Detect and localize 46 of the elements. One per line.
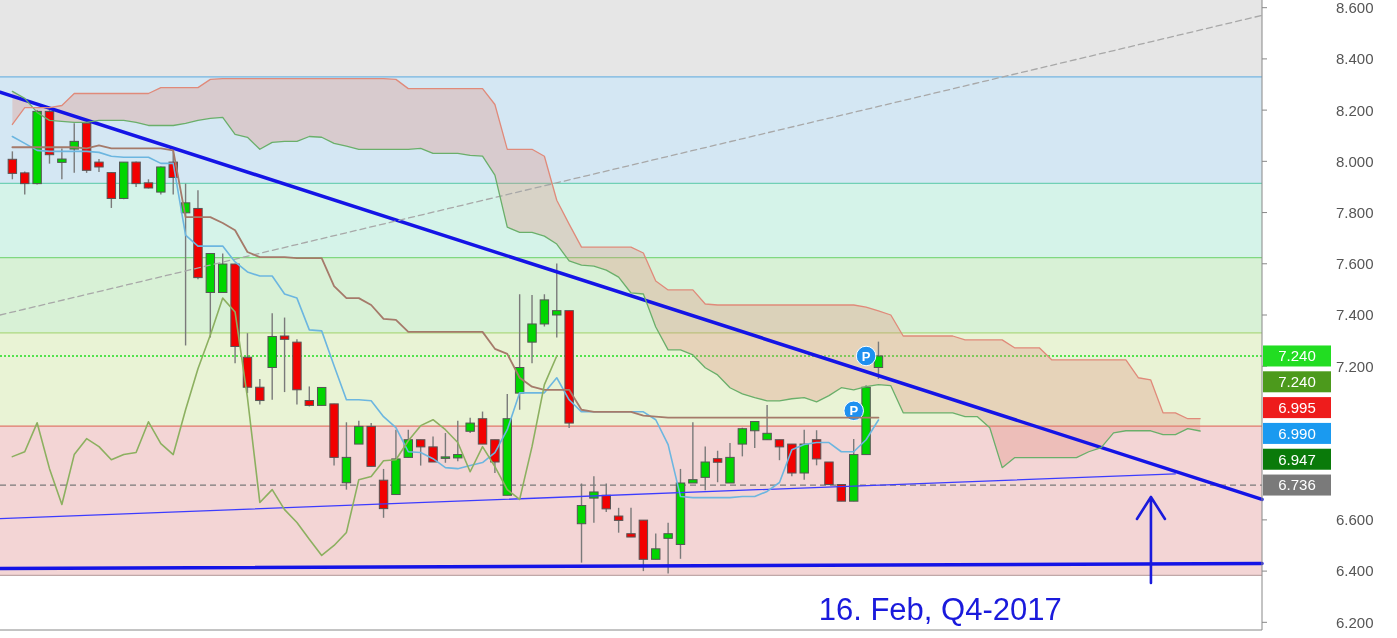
y-tick-label: 6.200 — [1336, 613, 1374, 631]
candlestick — [651, 532, 661, 561]
candlestick — [453, 420, 463, 462]
ref-line-label: 6.736 — [1278, 476, 1316, 494]
y-tick-label: 8.400 — [1336, 50, 1374, 68]
candlestick — [131, 160, 141, 188]
candlestick — [824, 461, 834, 486]
y-tick-label: 7.800 — [1336, 203, 1374, 221]
candlestick — [750, 420, 760, 449]
data-label: P — [861, 348, 871, 364]
candlestick — [613, 507, 624, 534]
candlestick — [7, 150, 18, 180]
ref-line-label: 7.240 — [1278, 347, 1316, 365]
candlestick — [663, 522, 673, 575]
line-series — [11, 297, 558, 557]
candlestick — [527, 294, 537, 364]
candlestick — [255, 378, 265, 406]
text: 7.240 — [1278, 373, 1316, 391]
y-tick-label: 6.400 — [1336, 562, 1374, 580]
candlestick — [279, 316, 290, 393]
data-label: P — [849, 403, 859, 419]
candlestick — [811, 429, 822, 467]
candlestick — [440, 432, 451, 464]
text: 6.947 — [1278, 450, 1316, 468]
candlestick — [774, 439, 785, 461]
y-tick-label: 8.200 — [1336, 101, 1374, 119]
y-tick-label: 7.200 — [1336, 357, 1374, 375]
y-tick-label: 6.600 — [1336, 511, 1374, 529]
candlestick — [354, 420, 364, 445]
text: 6.990 — [1278, 424, 1316, 442]
line-series — [11, 135, 880, 499]
candlestick — [712, 450, 723, 483]
y-tick-label: 7.600 — [1336, 255, 1374, 273]
candlestick — [737, 426, 748, 458]
candlestick — [552, 262, 562, 339]
candlestick — [626, 507, 636, 538]
y-tick-label: 8.600 — [1336, 0, 1374, 17]
candlestick — [57, 147, 67, 180]
y-tick-label: 7.400 — [1336, 306, 1374, 324]
candlestick — [415, 439, 426, 467]
y-tick-label: 8.000 — [1336, 152, 1374, 170]
candlestick — [873, 340, 884, 380]
annotation: 16. Feb, Q4-2017 — [818, 592, 1062, 627]
candlestick — [762, 404, 772, 441]
text: 6.995 — [1278, 399, 1316, 416]
candlestick — [428, 435, 438, 463]
